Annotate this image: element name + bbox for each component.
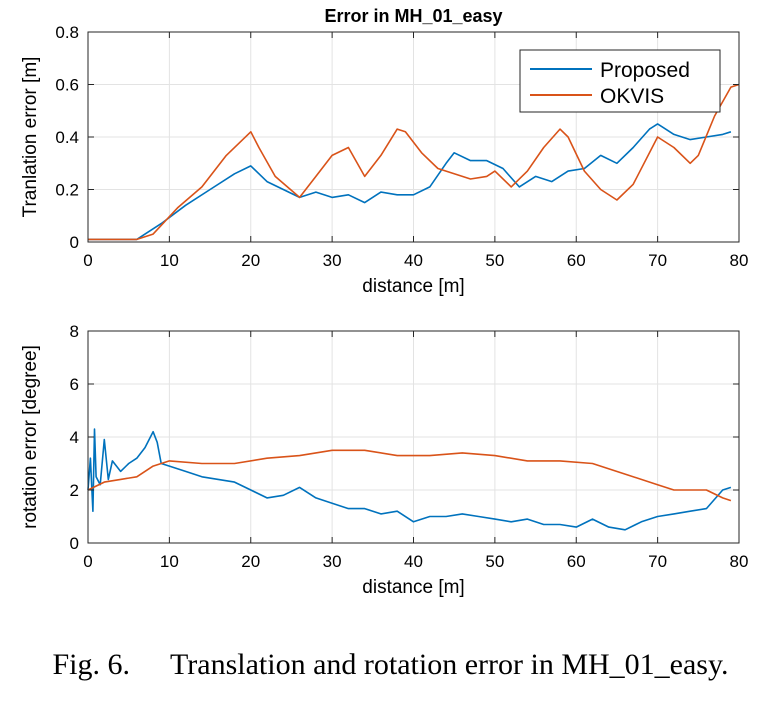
chart-title: Error in MH_01_easy	[324, 6, 502, 26]
y-axis-label: Tranlation error [m]	[20, 57, 41, 218]
x-tick-label: 60	[567, 552, 586, 571]
x-tick-label: 20	[241, 251, 260, 270]
series-line-okvis	[87, 449, 732, 502]
y-tick-label: 8	[70, 322, 79, 341]
chart-panel-2: 0 10 20 30 40 50 60 70 80 0 2 4 6 8 distance [m] rotati…	[20, 322, 748, 598]
x-tick-label: 10	[160, 552, 179, 571]
x-tick-label: 20	[241, 552, 260, 571]
x-tick-label: 70	[648, 552, 667, 571]
y-tick-label: 4	[70, 428, 79, 447]
y-tick-label: 0.4	[55, 128, 79, 147]
x-tick-label: 40	[404, 251, 423, 270]
series-line-okvis	[88, 83, 740, 241]
x-tick-label: 0	[83, 552, 92, 571]
x-tick-label: 30	[323, 251, 342, 270]
legend: Proposed OKVIS	[519, 49, 721, 113]
x-tick-label: 80	[730, 251, 749, 270]
x-axis-label: distance [m]	[362, 276, 464, 297]
y-axis-label: rotation error [degree]	[20, 345, 41, 529]
caption-label: Fig. 6.	[52, 648, 130, 681]
y-tick-label: 0.2	[55, 181, 79, 200]
chart-panel-1: 0 10 20 30 40 50 60 70 80 0 0.2 0.4 0.6 0.8 distance […	[20, 6, 748, 297]
legend-box	[519, 49, 721, 113]
y-tick-label: 0.8	[55, 23, 79, 42]
series-line-proposed	[87, 428, 732, 531]
figure-caption: Fig. 6. Translation and rotation error in…	[0, 648, 781, 682]
y-tick-label: 0.6	[55, 76, 79, 95]
y-tick-label: 0	[70, 534, 79, 553]
x-tick-label: 60	[567, 251, 586, 270]
x-tick-label: 40	[404, 552, 423, 571]
y-tick-label: 6	[70, 375, 79, 394]
x-tick-label: 10	[160, 251, 179, 270]
x-tick-label: 80	[730, 552, 749, 571]
series-line-proposed	[88, 123, 732, 241]
x-axis-label: distance [m]	[362, 577, 464, 598]
x-tick-label: 50	[485, 552, 504, 571]
caption-text: Translation and rotation error in MH_01_…	[170, 648, 729, 681]
x-tick-label: 50	[485, 251, 504, 270]
legend-label-okvis: OKVIS	[600, 85, 664, 108]
y-tick-label: 2	[70, 481, 79, 500]
legend-label-proposed: Proposed	[600, 59, 690, 82]
x-tick-label: 0	[83, 251, 92, 270]
y-tick-label: 0	[70, 233, 79, 252]
x-tick-label: 30	[323, 552, 342, 571]
x-tick-label: 70	[648, 251, 667, 270]
